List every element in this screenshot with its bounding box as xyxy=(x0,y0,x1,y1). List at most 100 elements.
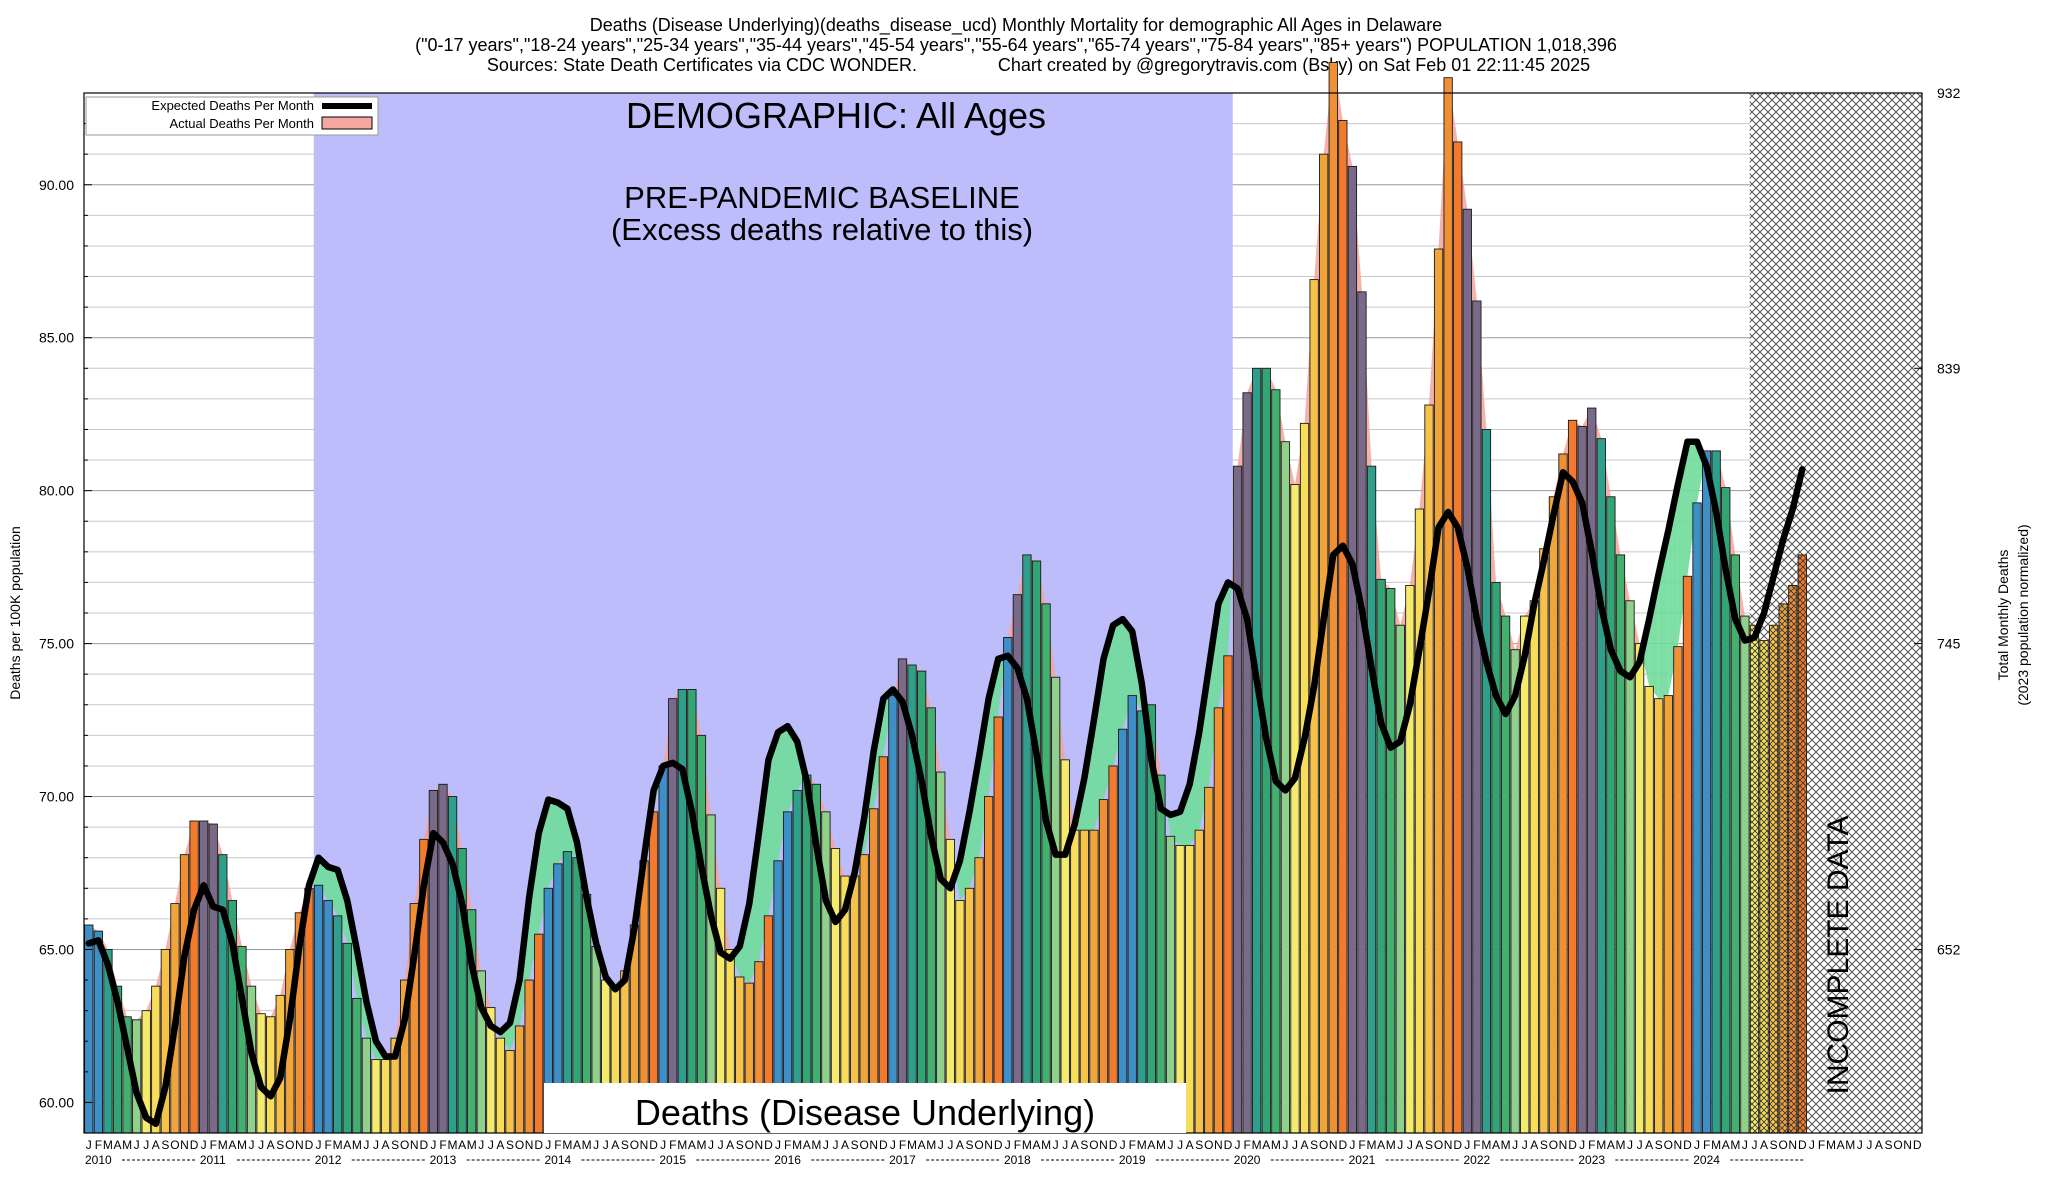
x-year-label: 2019 xyxy=(1119,1153,1146,1167)
bar xyxy=(1567,419,1578,1134)
bar xyxy=(1051,676,1061,1134)
x-month-label: J xyxy=(86,1138,92,1152)
x-month-label: M xyxy=(1596,1138,1606,1152)
y-tick-label: 60.00 xyxy=(39,1094,74,1110)
bar xyxy=(802,774,812,1134)
x-month-label: M xyxy=(333,1138,343,1152)
legend: Expected Deaths Per Month Actual Deaths … xyxy=(85,96,379,136)
bar xyxy=(1424,404,1434,1134)
x-year-label: 2012 xyxy=(315,1153,342,1167)
x-month-label: A xyxy=(1186,1138,1194,1152)
x-month-label: D xyxy=(1798,1138,1807,1152)
x-month-label: J xyxy=(1857,1138,1863,1152)
x-month-label: J xyxy=(1397,1138,1403,1152)
incomplete-data-region xyxy=(1749,93,1922,1134)
x-month-label: M xyxy=(1137,1138,1147,1152)
x-month-label: D xyxy=(1339,1138,1348,1152)
x-month-label: M xyxy=(237,1138,247,1152)
x-month-label: N xyxy=(1788,1138,1797,1152)
x-month-label: O xyxy=(1204,1138,1213,1152)
bar xyxy=(1730,554,1740,1134)
x-month-label: D xyxy=(764,1138,773,1152)
x-month-label: F xyxy=(1358,1138,1365,1152)
x-month-label: N xyxy=(1099,1138,1108,1152)
bar xyxy=(1185,845,1195,1134)
bar xyxy=(1031,560,1042,1134)
x-month-label: S xyxy=(736,1138,744,1152)
y-tick-label: 90.00 xyxy=(39,177,74,193)
bar xyxy=(878,756,888,1134)
x-month-label: J xyxy=(593,1138,599,1152)
metric-label-box xyxy=(544,1083,1186,1133)
x-month-label: S xyxy=(1655,1138,1663,1152)
x-month-label: J xyxy=(1522,1138,1528,1152)
y-tick-label: 65.00 xyxy=(39,941,74,957)
x-month-label: F xyxy=(1243,1138,1250,1152)
incomplete-bar-hatch xyxy=(1798,554,1807,1133)
x-month-label: M xyxy=(1022,1138,1032,1152)
x-month-label: A xyxy=(1377,1138,1385,1152)
x-month-label: F xyxy=(1014,1138,1021,1152)
x-month-label: M xyxy=(907,1138,917,1152)
x-month-label: A xyxy=(1645,1138,1653,1152)
x-month-label: M xyxy=(1615,1138,1625,1152)
bar xyxy=(1625,600,1635,1134)
x-month-label: D xyxy=(190,1138,199,1152)
x-month-label: A xyxy=(1492,1138,1500,1152)
bar xyxy=(1443,77,1453,1134)
bar xyxy=(304,887,314,1134)
bar xyxy=(1644,685,1654,1134)
x-month-label: O xyxy=(170,1138,179,1152)
x-month-label: N xyxy=(1214,1138,1223,1152)
bar xyxy=(984,796,994,1134)
bar xyxy=(1223,655,1233,1134)
chart-title: Deaths (Disease Underlying)(deaths_disea… xyxy=(415,15,1617,75)
deficit-area xyxy=(1218,582,1228,708)
y-tick-label: 75.00 xyxy=(39,636,74,652)
bar xyxy=(1548,496,1559,1134)
bar xyxy=(916,670,927,1134)
deficit-area xyxy=(557,802,568,864)
y2-tick-label: 932 xyxy=(1937,85,1961,101)
y-axis-left: 60.00 65.00 70.00 75.00 80.00 85.00 90.00 xyxy=(39,92,92,1134)
x-year-label: 2013 xyxy=(430,1153,457,1167)
x-month-label: J xyxy=(1235,1138,1241,1152)
bar xyxy=(352,997,362,1134)
x-month-label: J xyxy=(488,1138,494,1152)
x-month-label: F xyxy=(439,1138,446,1152)
bar xyxy=(936,771,946,1134)
x-month-label: D xyxy=(1224,1138,1233,1152)
x-month-label: M xyxy=(467,1138,477,1152)
x-month-label: M xyxy=(103,1138,113,1152)
x-month-label: N xyxy=(984,1138,993,1152)
x-month-label: N xyxy=(1444,1138,1453,1152)
x-month-label: M xyxy=(811,1138,821,1152)
demographic-label: DEMOGRAPHIC: All Ages xyxy=(626,95,1046,136)
y-tick-label: 70.00 xyxy=(39,789,74,805)
bar xyxy=(1711,450,1721,1134)
deficit-area xyxy=(1103,625,1114,800)
incomplete-bar-hatch xyxy=(1759,640,1769,1133)
x-month-label: D xyxy=(1683,1138,1692,1152)
x-month-label: S xyxy=(1310,1138,1318,1152)
x-month-label: M xyxy=(1271,1138,1281,1152)
x-month-label: N xyxy=(640,1138,649,1152)
x-month-label: M xyxy=(562,1138,572,1152)
x-month-label: F xyxy=(1129,1138,1136,1152)
x-month-label: O xyxy=(860,1138,869,1152)
x-year-label: 2015 xyxy=(659,1153,686,1167)
x-month-label: A xyxy=(1837,1138,1845,1152)
bar xyxy=(1692,502,1702,1134)
bar xyxy=(208,823,218,1134)
x-month-label: J xyxy=(1694,1138,1700,1152)
x-month-label: J xyxy=(134,1138,140,1152)
legend-swatch-actual xyxy=(321,116,373,130)
x-month-label: S xyxy=(1770,1138,1778,1152)
x-month-label: J xyxy=(1637,1138,1643,1152)
x-month-label: S xyxy=(276,1138,284,1152)
baseline-region xyxy=(313,93,1233,1133)
bar xyxy=(1098,799,1109,1134)
bar xyxy=(218,854,228,1134)
x-month-label: O xyxy=(745,1138,754,1152)
